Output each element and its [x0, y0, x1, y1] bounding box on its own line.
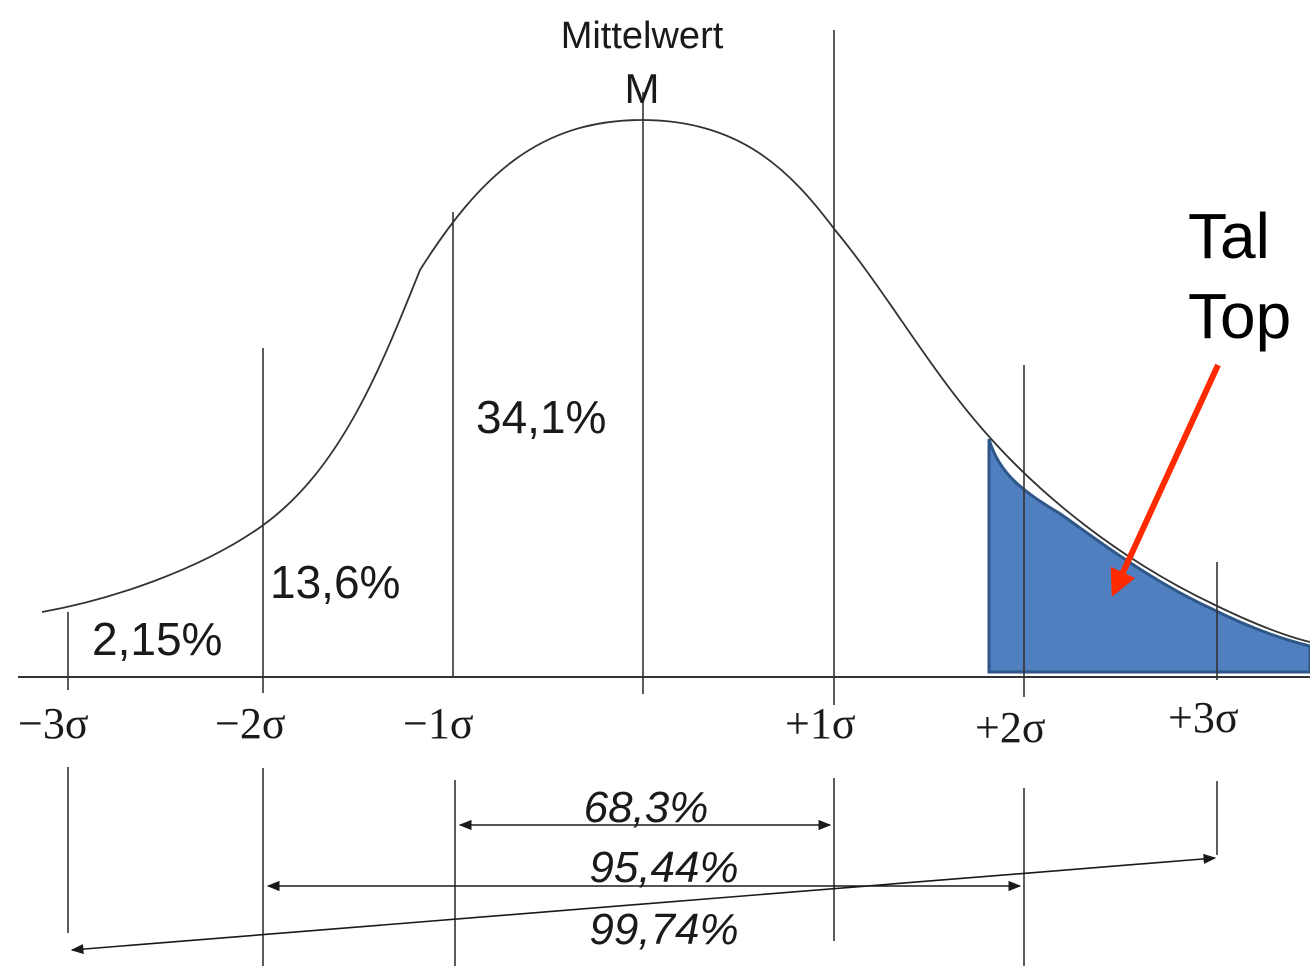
annotation-line-2: Top	[1188, 280, 1291, 352]
tick-label-minus-1sigma: −1σ	[403, 699, 474, 748]
tick-label-plus-2sigma: +2σ	[975, 703, 1046, 752]
percent-tail-region: 2,15%	[92, 613, 222, 665]
percent-center-region: 34,1%	[476, 391, 606, 443]
mean-label: Mittelwert	[561, 15, 724, 57]
shaded-right-tail	[987, 438, 1310, 674]
range-arrow-3sigma	[70, 853, 1217, 955]
mean-symbol: M	[625, 65, 660, 112]
tick-label-plus-1sigma: +1σ	[785, 699, 856, 748]
bell-curve	[41, 119, 1310, 643]
tick-label-minus-3sigma: −3σ	[18, 699, 89, 748]
annotation-line-1: Tal	[1188, 200, 1270, 272]
percent-second-region: 13,6%	[270, 556, 400, 608]
range-percent-1sigma: 68,3%	[584, 783, 709, 832]
annotation-arrow	[1110, 363, 1221, 597]
range-percent-3sigma: 99,74%	[589, 905, 738, 954]
range-percent-2sigma: 95,44%	[589, 843, 738, 892]
tick-label-minus-2sigma: −2σ	[215, 699, 286, 748]
tick-label-plus-3sigma: +3σ	[1168, 693, 1239, 742]
